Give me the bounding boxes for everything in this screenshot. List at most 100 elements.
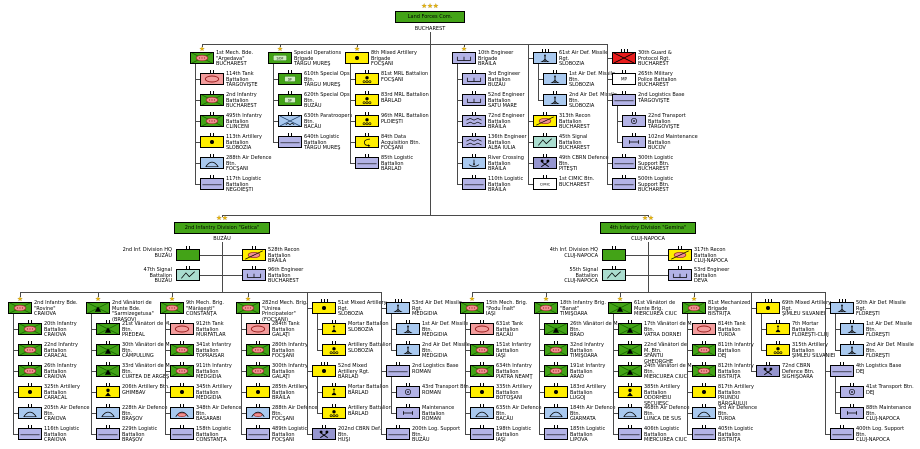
size-tick: [480, 319, 481, 323]
unit-name: 9th Mech. Brig. "Mărăşeşti": [186, 300, 225, 312]
connector-line: [528, 44, 529, 184]
mech-icon: [190, 52, 214, 64]
mech-icon: [460, 302, 484, 314]
tank-icon: [200, 73, 224, 85]
connector-line: [835, 377, 836, 413]
size-tick: [406, 382, 407, 386]
connector-line: [457, 79, 462, 80]
size-tick: [396, 361, 397, 365]
unit-location: TURDA: [718, 332, 736, 339]
unit-label: 634th Infantry Battalion PIATRA NEAMŢ: [496, 363, 546, 381]
size-tick: [483, 340, 484, 344]
size-band: [386, 296, 410, 302]
unit-name: 61st Air Def. Missile Rgt.: [559, 50, 609, 62]
connector-line: [465, 371, 470, 372]
unit-label: 912th Tank Battalion MURFATLAR: [196, 321, 246, 339]
size-tick: [483, 403, 484, 407]
unit-location: CRAIOVA: [44, 437, 67, 444]
unit-label: 185th Logistic Battalion LIPOVA: [570, 426, 620, 444]
size-tick: [210, 153, 211, 157]
size-tick: [409, 340, 410, 344]
connector-line: [528, 184, 533, 185]
connector-line: [465, 314, 466, 434]
arty-icon: [246, 386, 270, 398]
size-tick: [368, 69, 369, 73]
connector-line: [91, 371, 96, 372]
connector-line: [617, 121, 622, 122]
size-band: [200, 88, 224, 94]
size-band: [840, 401, 864, 407]
connector-line: [91, 413, 96, 414]
unit-name: 495th Infantry Battalion: [226, 113, 262, 125]
size-tick: [106, 382, 107, 386]
connector-line: [172, 292, 173, 297]
size-band: [544, 401, 568, 407]
connector-line: [751, 308, 756, 309]
size-band: [612, 88, 636, 94]
eng-icon: [462, 94, 486, 106]
size-tick: [472, 111, 473, 115]
unit-name: 300th Infantry Battalion: [272, 363, 308, 375]
connector-line: [687, 413, 692, 414]
connector-line: [626, 255, 648, 256]
size-tick: [844, 298, 846, 302]
unit-location: FLOREŞTI-CLUJ: [792, 332, 829, 339]
mech-icon: [160, 302, 184, 314]
size-band: [602, 263, 626, 269]
size-tick: [838, 298, 840, 302]
unit-name: 911th Infantry Battalion: [196, 363, 232, 375]
unit-label: 61st Air Def. Missile Rgt. SLOBOZIA: [559, 50, 609, 68]
connector-line: [222, 215, 648, 216]
size-band: [322, 338, 346, 344]
division-location: BUZĂU: [213, 236, 231, 242]
size-tick: [396, 424, 397, 428]
size-tick: [631, 361, 632, 365]
unit-location: BACĂU: [304, 124, 322, 131]
size-band: [544, 380, 568, 386]
size-band: [278, 88, 302, 94]
unit-location: BISTRIŢA: [718, 437, 741, 444]
unit-name: 85th Logistic Battalion: [381, 155, 414, 167]
recon-icon: [533, 115, 557, 127]
size-band: [544, 338, 568, 344]
unit-location: BÂRLAD: [381, 97, 402, 104]
unit-name: 2nd Air Def. Missile Btn.: [866, 342, 914, 354]
size-tick: [681, 245, 682, 249]
unit-location: FLOREŞTI: [856, 311, 880, 318]
size-band: [312, 359, 336, 365]
size-tick: [335, 382, 336, 386]
size-tick: [767, 298, 769, 302]
svg-text:SOF: SOF: [277, 56, 284, 60]
tank-icon: [246, 323, 270, 335]
size-band: [176, 243, 200, 249]
size-band: [355, 88, 379, 94]
mech-icon: [692, 365, 716, 377]
size-tick: [622, 174, 623, 178]
log-icon: [692, 428, 716, 440]
size-band: [396, 401, 420, 407]
unit-label: Special Operations Brigade TÂRGU MUREŞ: [294, 50, 344, 68]
size-band: [462, 109, 486, 115]
size-tick: [779, 340, 780, 344]
connector-line: [528, 121, 533, 122]
connector-line: [539, 350, 544, 351]
size-tick: [628, 382, 629, 386]
mech-icon: [8, 302, 32, 314]
size-tick: [326, 361, 328, 365]
size-band: [618, 338, 642, 344]
size-band: [18, 380, 42, 386]
unit-location: CLUJ-NAPOCA: [694, 258, 728, 265]
connector-line: [241, 350, 246, 351]
size-tick: [483, 319, 484, 323]
unit-location: IAŞI: [496, 353, 506, 360]
connector-line: [835, 392, 840, 393]
size-tick: [628, 403, 629, 407]
size-band: [618, 380, 642, 386]
size-tick: [850, 382, 851, 386]
connector-line: [538, 64, 539, 100]
size-tick: [409, 319, 410, 323]
unit-name: 341st Infantry Battalion: [196, 342, 232, 354]
connector-line: [307, 434, 312, 435]
unit-location: FLOREŞTI: [866, 353, 890, 360]
